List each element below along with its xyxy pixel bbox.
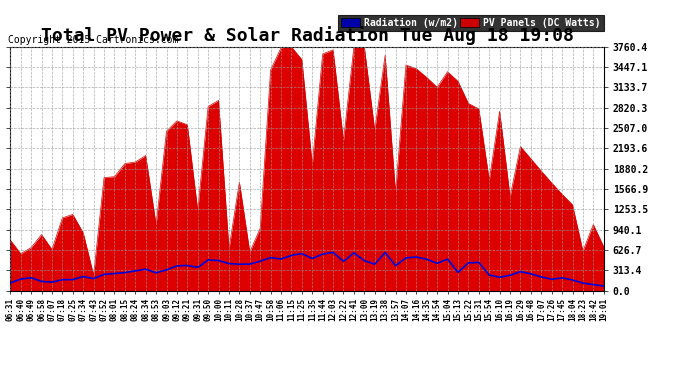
Title: Total PV Power & Solar Radiation Tue Aug 18 19:08: Total PV Power & Solar Radiation Tue Aug… xyxy=(41,26,573,45)
Text: Copyright 2015 Cartronics.com: Copyright 2015 Cartronics.com xyxy=(8,35,179,45)
Legend: Radiation (w/m2), PV Panels (DC Watts): Radiation (w/m2), PV Panels (DC Watts) xyxy=(338,15,604,31)
